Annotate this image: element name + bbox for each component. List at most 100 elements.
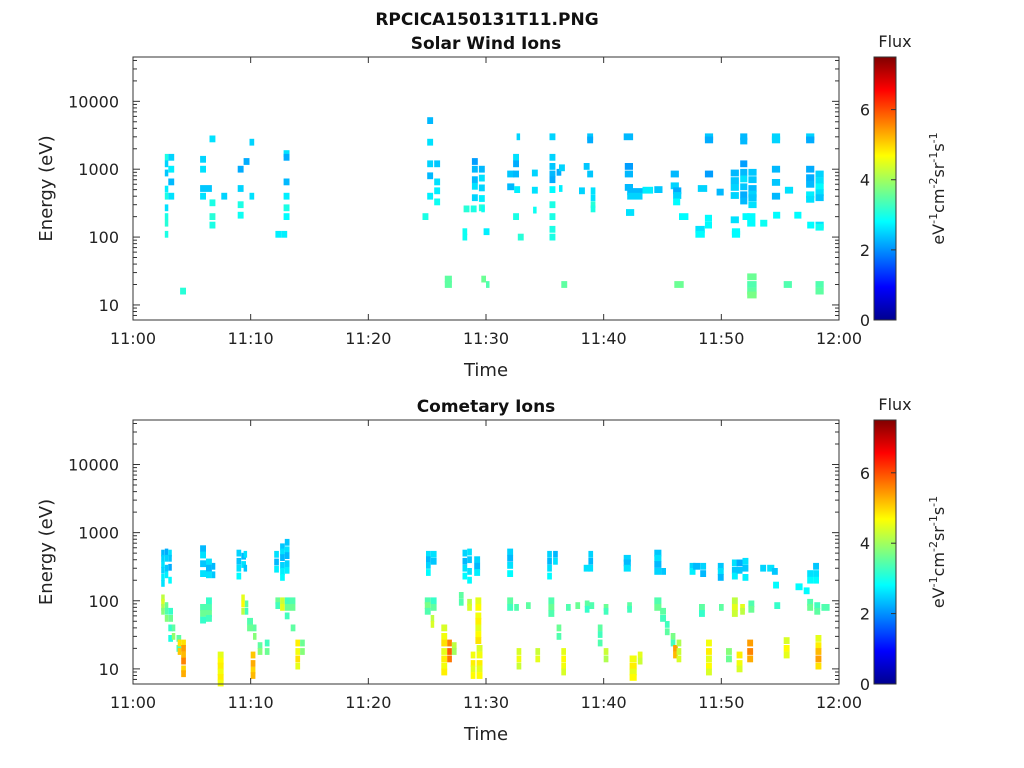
heatmap-cell — [458, 598, 464, 606]
heatmap-cell — [806, 195, 815, 203]
heatmap-cell — [748, 190, 757, 198]
heatmap-cell — [670, 633, 676, 640]
heatmap-cell — [168, 615, 173, 622]
heatmap-cell — [806, 136, 815, 144]
heatmap-cell — [584, 600, 590, 608]
heatmap-cell — [513, 153, 519, 161]
heatmap-cell — [462, 233, 468, 241]
heatmap-cell — [241, 600, 245, 608]
heatmap-cell — [815, 189, 824, 197]
heatmap-cell — [627, 192, 643, 200]
heatmap-cell — [561, 655, 566, 663]
heatmap-cell — [447, 648, 452, 655]
heatmap-cell — [434, 198, 441, 206]
heatmap-cell — [740, 607, 745, 615]
heatmap-cell — [470, 205, 477, 213]
heatmap-cell — [549, 213, 556, 220]
heatmap-cell — [424, 597, 431, 605]
heatmap-cell — [427, 160, 434, 168]
heatmap-cell — [629, 655, 637, 663]
heatmap-cell — [704, 136, 714, 144]
heatmap-cell — [783, 651, 790, 659]
heatmap-cell — [177, 639, 182, 647]
heatmap-cell — [730, 192, 739, 199]
heatmap-cell — [283, 213, 290, 220]
heatmap-cell — [424, 607, 431, 615]
heatmap-cell — [217, 674, 224, 681]
heatmap-cell — [475, 631, 482, 638]
heatmap-cell — [731, 572, 738, 580]
heatmap-cell — [695, 230, 705, 238]
heatmap-cell — [704, 221, 712, 229]
heatmap-cell — [441, 624, 448, 632]
heatmap-cell — [660, 615, 666, 622]
heatmap-cell — [284, 552, 290, 559]
heatmap-cell — [467, 604, 472, 611]
heatmap-cell — [467, 556, 472, 564]
heatmap-cell — [250, 660, 256, 667]
heatmap-cell — [676, 648, 682, 655]
heatmap-cell — [590, 205, 596, 213]
x-tick-label: 12:00 — [816, 329, 862, 348]
heatmap-cell — [209, 221, 216, 229]
heatmap-cell — [547, 564, 552, 572]
heatmap-cell — [556, 168, 562, 176]
heatmap-cell — [689, 562, 696, 570]
heatmap-cell — [513, 160, 519, 168]
heatmap-cell — [821, 604, 830, 611]
x-axis-label: Time — [463, 724, 508, 745]
heatmap-cell — [176, 635, 182, 642]
heatmap-cell — [597, 631, 603, 638]
heatmap-cell — [161, 554, 165, 562]
heatmap-cell — [584, 605, 590, 613]
heatmap-cell — [280, 597, 285, 605]
heatmap-cell — [200, 165, 206, 173]
heatmap-cell — [748, 201, 757, 209]
heatmap-cell — [257, 648, 263, 655]
heatmap-cell — [237, 201, 244, 209]
heatmap-cell — [221, 192, 228, 200]
heatmap-cell — [815, 287, 824, 295]
heatmap-cell — [161, 604, 165, 611]
heatmap-cell — [590, 187, 596, 195]
heatmap-cell — [274, 550, 279, 558]
heatmap-cell — [507, 597, 514, 605]
heatmap-cell — [200, 192, 206, 200]
heatmap-cell — [470, 660, 476, 667]
colorbar-label: Flux — [878, 32, 911, 51]
heatmap-cell — [670, 182, 679, 190]
heatmap-cell — [206, 185, 212, 192]
heatmap-cell — [161, 549, 165, 557]
heatmap-cell — [588, 557, 594, 565]
heatmap-cell — [206, 564, 212, 572]
figure-title: RPCICA150131T11.PNG — [375, 10, 598, 30]
heatmap-cell — [168, 624, 173, 632]
heatmap-cell — [736, 559, 743, 567]
heatmap-cell — [579, 187, 585, 195]
heatmap-cell — [674, 281, 684, 288]
heatmap-cell — [575, 602, 581, 609]
heatmap-cell — [161, 607, 165, 615]
heatmap-cell — [747, 648, 754, 655]
heatmap-cell — [730, 184, 739, 191]
heatmap-cell — [815, 194, 824, 202]
heatmap-cell — [206, 597, 212, 605]
heatmap-cell — [507, 570, 514, 577]
heatmap-cell — [280, 574, 285, 581]
heatmap-cell — [209, 199, 216, 207]
heatmap-cell — [217, 657, 224, 665]
heatmap-cell — [434, 160, 441, 168]
heatmap-cell — [747, 655, 754, 663]
heatmap-cell — [771, 136, 781, 144]
heatmap-cell — [742, 564, 749, 572]
heatmap-cell — [283, 153, 290, 161]
heatmap-cell — [200, 551, 206, 559]
heatmap-cell — [814, 602, 821, 609]
heatmap-cell — [561, 281, 568, 288]
heatmap-cell — [559, 185, 563, 192]
heatmap-cell — [168, 554, 172, 562]
heatmap-cell — [507, 548, 514, 556]
heatmap-cell — [815, 662, 822, 670]
heatmap-cell — [748, 600, 755, 608]
heatmap-cell — [171, 633, 176, 640]
